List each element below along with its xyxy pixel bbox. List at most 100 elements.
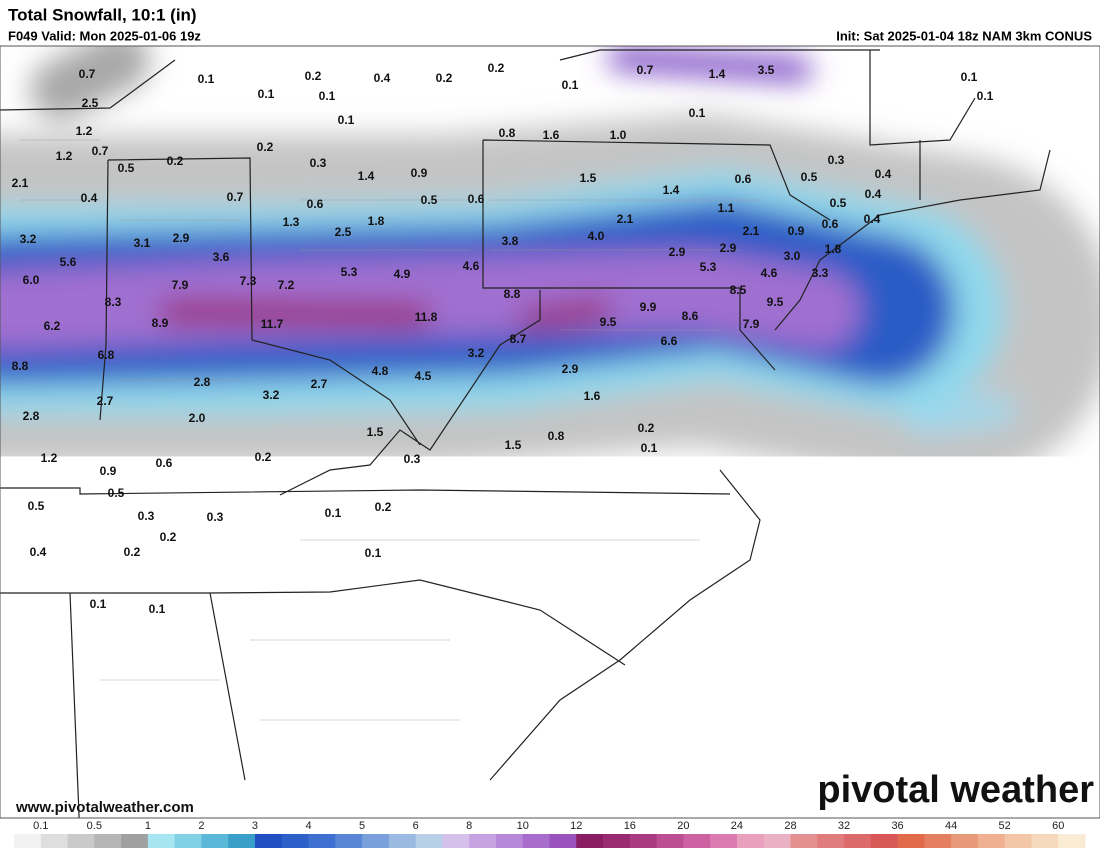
snow-total-label: 5.3 xyxy=(341,265,358,279)
legend-swatch xyxy=(897,834,925,848)
snow-total-label: 0.2 xyxy=(436,71,453,85)
snow-total-label: 0.6 xyxy=(735,172,752,186)
snow-total-label: 0.3 xyxy=(207,510,224,524)
snow-total-label: 3.2 xyxy=(263,388,280,402)
snow-total-label: 3.1 xyxy=(134,236,151,250)
legend-swatch xyxy=(924,834,952,848)
legend-swatch xyxy=(629,834,658,848)
legend-swatch xyxy=(67,834,95,848)
snow-total-label: 0.3 xyxy=(828,153,845,167)
snow-total-label: 2.8 xyxy=(23,409,40,423)
snow-total-label: 4.5 xyxy=(415,369,432,383)
snow-total-label: 9.9 xyxy=(640,300,657,314)
snow-total-label: 2.8 xyxy=(194,375,211,389)
snow-total-label: 0.1 xyxy=(258,87,275,101)
snow-total-label: 0.6 xyxy=(822,217,839,231)
snow-total-label: 0.2 xyxy=(257,140,274,154)
legend-label: 36 xyxy=(891,820,903,832)
snow-total-label: 2.7 xyxy=(311,377,328,391)
snow-total-label: 2.1 xyxy=(617,212,634,226)
legend-label: 5 xyxy=(359,820,365,832)
snow-total-label: 0.3 xyxy=(310,156,327,170)
snow-total-label: 0.7 xyxy=(637,63,654,77)
snow-total-label: 4.6 xyxy=(761,266,778,280)
snow-total-label: 1.2 xyxy=(76,124,93,138)
snow-total-label: 2.0 xyxy=(189,411,206,425)
snow-total-label: 1.4 xyxy=(709,67,726,81)
snow-total-label: 8.8 xyxy=(12,359,29,373)
snow-total-label: 2.5 xyxy=(335,225,352,239)
legend-label: 12 xyxy=(570,820,582,832)
legend-label: 2 xyxy=(198,820,204,832)
snow-total-label: 0.7 xyxy=(227,190,244,204)
snow-total-label: 2.1 xyxy=(12,176,29,190)
snow-total-label: 0.1 xyxy=(325,506,342,520)
snow-total-label: 0.7 xyxy=(79,67,96,81)
snow-total-label: 0.1 xyxy=(365,546,382,560)
snow-total-label: 0.4 xyxy=(864,212,881,226)
snow-total-label: 0.4 xyxy=(374,71,391,85)
band-core-east xyxy=(519,299,611,331)
legend-label: 8 xyxy=(466,820,472,832)
legend-swatch xyxy=(656,834,684,848)
snow-total-label: 0.2 xyxy=(638,421,655,435)
snow-total-label: 0.8 xyxy=(499,126,516,140)
legend-swatch xyxy=(335,834,363,848)
snow-total-label: 11.8 xyxy=(415,310,438,324)
snow-total-label: 3.6 xyxy=(213,250,230,264)
legend-swatch xyxy=(254,834,283,848)
snow-total-label: 0.7 xyxy=(92,144,109,158)
snow-total-label: 6.6 xyxy=(661,334,678,348)
snow-total-label: 0.6 xyxy=(468,192,485,206)
snow-total-label: 0.5 xyxy=(421,193,438,207)
snow-total-label: 1.3 xyxy=(283,215,300,229)
snow-total-label: 4.9 xyxy=(394,267,411,281)
snow-total-label: 0.9 xyxy=(788,224,805,238)
legend-label: 60 xyxy=(1052,820,1064,832)
snow-total-label: 1.2 xyxy=(41,451,58,465)
snow-total-label: 0.1 xyxy=(319,89,336,103)
snow-total-label: 0.2 xyxy=(255,450,272,464)
legend-label: 3 xyxy=(252,820,258,832)
band-core xyxy=(159,301,431,326)
snow-total-label: 7.9 xyxy=(172,278,189,292)
snow-total-label: 7.2 xyxy=(278,278,295,292)
snow-total-label: 0.5 xyxy=(108,486,125,500)
site-url: www.pivotalweather.com xyxy=(15,799,194,816)
legend-label: 52 xyxy=(999,820,1011,832)
legend-swatch xyxy=(174,834,202,848)
snow-total-label: 1.4 xyxy=(358,169,375,183)
legend-swatch xyxy=(147,834,176,848)
snow-total-label: 8.7 xyxy=(510,332,527,346)
legend-swatch xyxy=(603,834,631,848)
snow-total-label: 7.3 xyxy=(240,274,257,288)
snow-total-label: 0.2 xyxy=(160,530,177,544)
snow-total-label: 2.5 xyxy=(82,96,99,110)
snow-total-label: 0.1 xyxy=(149,602,166,616)
legend-swatch xyxy=(94,834,122,848)
snow-total-label: 0.1 xyxy=(562,78,579,92)
state-lines xyxy=(0,49,976,818)
snow-total-label: 0.5 xyxy=(801,170,818,184)
snow-total-label: 1.5 xyxy=(505,438,522,452)
legend-swatch xyxy=(870,834,899,848)
snow-total-label: 3.8 xyxy=(502,234,519,248)
snow-total-label: 1.8 xyxy=(368,214,385,228)
legend-label: 1 xyxy=(145,820,151,832)
snow-total-label: 2.7 xyxy=(97,394,114,408)
snow-total-label: 9.5 xyxy=(767,295,784,309)
legend-swatch xyxy=(495,834,524,848)
legend-label: 20 xyxy=(677,820,689,832)
snow-total-label: 3.0 xyxy=(784,249,801,263)
snow-total-label: 7.9 xyxy=(743,317,760,331)
snow-total-label: 0.3 xyxy=(404,452,421,466)
snow-total-label: 1.5 xyxy=(367,425,384,439)
snow-total-label: 0.1 xyxy=(198,72,215,86)
legend-label: 10 xyxy=(517,820,529,832)
legend-swatch xyxy=(14,834,42,848)
title: Total Snowfall, 10:1 (in) xyxy=(8,5,197,24)
legend-swatch xyxy=(844,834,872,848)
snow-total-label: 0.2 xyxy=(167,154,184,168)
coastline xyxy=(489,149,1051,781)
